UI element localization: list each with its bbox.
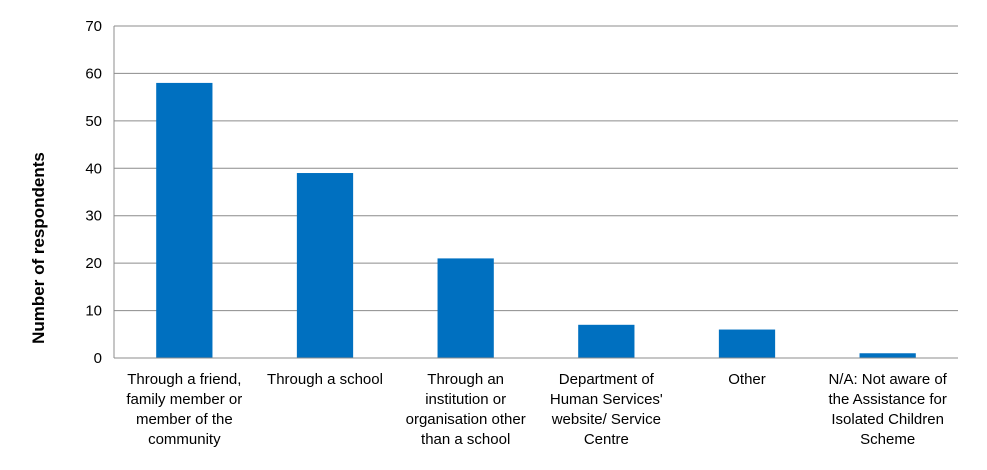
bars xyxy=(156,82,916,359)
x-category-label-line: Centre xyxy=(584,431,629,448)
axes xyxy=(113,26,958,359)
x-category-label-line: family member or xyxy=(126,391,242,408)
x-category-label: Through a friend, family member or member … xyxy=(126,371,242,448)
x-category-label: Other xyxy=(728,371,766,388)
x-category-label-line: Through a school xyxy=(267,371,383,388)
x-category-label-line: community xyxy=(148,431,221,448)
y-tick-label: 40 xyxy=(85,160,102,177)
y-tick-label: 0 xyxy=(94,350,102,367)
x-category-label-line: member of the xyxy=(136,411,233,428)
labels: 0 10 20 30 40 50 60 70 Through a friend, family m… xyxy=(85,18,947,448)
bar xyxy=(156,82,213,359)
x-category-label-line: institution or xyxy=(425,391,506,408)
y-axis-title: Number of respondents xyxy=(29,152,48,344)
y-tick-label: 30 xyxy=(85,208,102,225)
x-category-label-line: Other xyxy=(728,371,766,388)
x-category-label: Through an institution or organisation oth… xyxy=(406,371,526,448)
x-category-label-line: website/ Service xyxy=(551,411,661,428)
bar xyxy=(296,173,354,358)
x-category-label-line: Through an xyxy=(427,371,504,388)
x-category-label-line: Through a friend, xyxy=(127,371,241,388)
x-category-label-line: Isolated Children xyxy=(831,411,944,428)
y-tick-label: 20 xyxy=(85,255,102,272)
x-category-label-line: Human Services' xyxy=(550,391,663,408)
x-category-label-line: organisation other xyxy=(406,411,526,428)
bar xyxy=(859,353,916,358)
x-category-label: Department of Human Services' website/ Ser… xyxy=(550,371,663,448)
x-category-label-line: than a school xyxy=(421,431,510,448)
x-category-label-line: N/A: Not aware of xyxy=(828,371,947,388)
x-category-label-line: Scheme xyxy=(860,431,915,448)
x-category-label: N/A: Not aware of the Assistance for Isola… xyxy=(828,371,947,448)
y-tick-label: 50 xyxy=(85,113,102,130)
x-category-label-line: Department of xyxy=(559,371,655,388)
gridlines xyxy=(114,25,958,312)
y-tick-label: 70 xyxy=(85,18,102,35)
y-tick-label: 10 xyxy=(85,303,102,320)
x-category-label-line: the Assistance for xyxy=(828,391,946,408)
bar xyxy=(578,324,635,358)
y-tick-label: 60 xyxy=(85,65,102,82)
x-category-label: Through a school xyxy=(267,371,383,388)
bar xyxy=(437,258,494,358)
bar xyxy=(718,329,776,358)
